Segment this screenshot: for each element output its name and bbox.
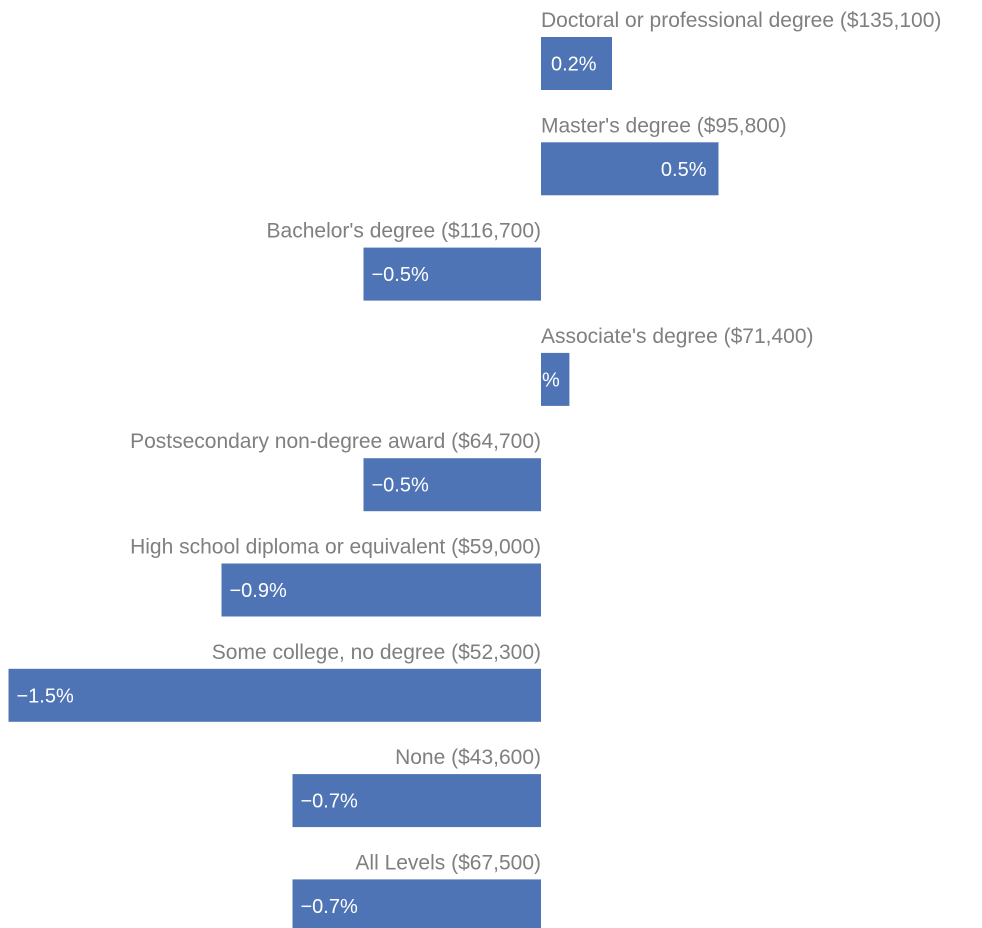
bar [363, 247, 541, 301]
value-label: −0.9% [230, 580, 287, 602]
value-label: −0.5% [372, 264, 429, 286]
value-label: −0.5% [372, 475, 429, 497]
value-label: % [542, 369, 560, 391]
category-label: Postsecondary non-degree award ($64,700) [130, 430, 541, 453]
bar [541, 37, 612, 90]
value-label: 0.5% [661, 159, 707, 181]
value-label: −0.7% [301, 896, 358, 918]
value-label: −1.5% [17, 685, 74, 707]
category-label: None ($43,600) [395, 746, 541, 769]
category-label: All Levels ($67,500) [355, 851, 541, 874]
category-label: Some college, no degree ($52,300) [212, 641, 541, 664]
bar [292, 774, 541, 828]
bar [363, 458, 541, 512]
bar [292, 879, 541, 928]
value-label: 0.2% [551, 54, 597, 76]
bar [8, 668, 541, 722]
category-label: Associate's degree ($71,400) [541, 325, 814, 348]
category-label: Master's degree ($95,800) [541, 114, 787, 137]
value-label: −0.7% [301, 791, 358, 813]
bar [541, 142, 719, 196]
bar [221, 563, 541, 617]
bar [541, 352, 570, 406]
category-label: Bachelor's degree ($116,700) [267, 220, 541, 243]
category-label: Doctoral or professional degree ($135,10… [541, 9, 941, 32]
category-label: High school diploma or equivalent ($59,0… [130, 536, 541, 559]
